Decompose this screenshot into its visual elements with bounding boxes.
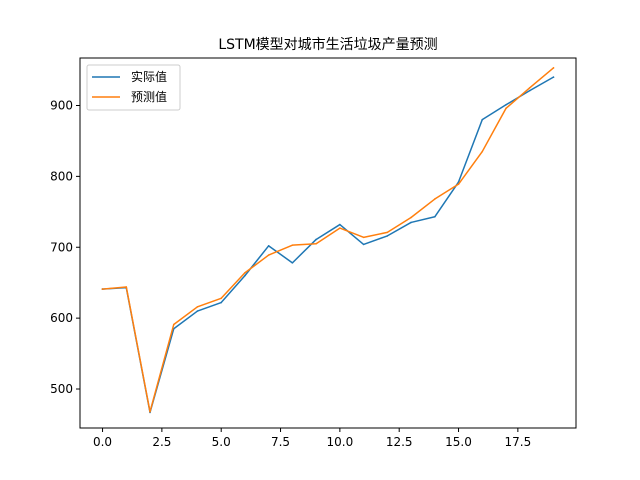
- y-axis: 500 600 700 800 900: [50, 98, 80, 396]
- x-tick-label-3: 7.5: [271, 435, 290, 449]
- data-point-0-12: [386, 235, 389, 237]
- data-point-0-14: [433, 215, 436, 218]
- data-point-0-18: [528, 89, 531, 92]
- data-point-1-1: [125, 286, 128, 288]
- data-point-1-4: [196, 305, 199, 308]
- data-point-1-7: [267, 254, 270, 256]
- data-point-1-2: [149, 410, 151, 413]
- x-tick-label-2: 5.0: [212, 435, 231, 449]
- data-point-0-10: [339, 223, 341, 226]
- data-point-0-19: [552, 76, 555, 78]
- data-point-0-9: [315, 238, 317, 241]
- data-point-0-6: [244, 274, 246, 277]
- x-tick-label-7: 17.5: [504, 435, 531, 449]
- data-point-1-11: [362, 236, 365, 239]
- data-point-1-3: [172, 323, 175, 326]
- data-point-1-6: [244, 271, 246, 274]
- x-tick-label-6: 15.0: [445, 435, 472, 449]
- data-point-0-16: [481, 118, 484, 121]
- legend-label-0: 实际值: [131, 69, 167, 84]
- legend-label-1: 预测值: [131, 89, 167, 104]
- data-point-1-15: [457, 183, 460, 185]
- y-tick-label-2: 700: [50, 240, 73, 254]
- data-point-1-9: [315, 242, 317, 245]
- x-axis: 0.0 2.5 5.0 7.5 10.0 12.5 15.0 17.5: [93, 428, 531, 449]
- x-tick-label-1: 2.5: [152, 435, 171, 449]
- data-point-0-17: [505, 103, 507, 106]
- data-point-1-12: [386, 231, 389, 234]
- data-point-1-19: [552, 67, 555, 69]
- x-tick-label-0: 0.0: [93, 435, 112, 449]
- series-line-1: [101, 66, 555, 413]
- data-point-0-5: [220, 301, 223, 304]
- data-point-0-11: [362, 243, 365, 246]
- data-point-1-0: [101, 288, 104, 290]
- data-point-1-10: [339, 227, 341, 229]
- data-point-0-7: [267, 245, 270, 247]
- series-line-0: [101, 76, 555, 414]
- y-tick-label-1: 600: [50, 311, 73, 325]
- data-point-1-5: [220, 297, 223, 300]
- data-point-1-18: [528, 86, 531, 89]
- x-tick-label-4: 10.0: [327, 435, 354, 449]
- data-point-1-13: [410, 216, 412, 219]
- chart-title: LSTM模型对城市生活垃圾产量预测: [218, 36, 437, 53]
- y-tick-label-3: 800: [50, 169, 73, 183]
- data-point-1-14: [433, 198, 436, 200]
- series-layer: [101, 66, 555, 414]
- y-tick-label-0: 500: [50, 382, 73, 396]
- data-point-1-8: [291, 244, 294, 246]
- data-point-0-8: [291, 262, 294, 264]
- plot-frame: [79, 57, 577, 429]
- data-point-1-16: [481, 150, 484, 153]
- data-point-0-13: [410, 221, 412, 224]
- y-tick-label-4: 900: [50, 98, 73, 112]
- x-tick-label-5: 12.5: [386, 435, 413, 449]
- data-point-1-17: [505, 107, 507, 110]
- data-point-0-4: [196, 310, 199, 312]
